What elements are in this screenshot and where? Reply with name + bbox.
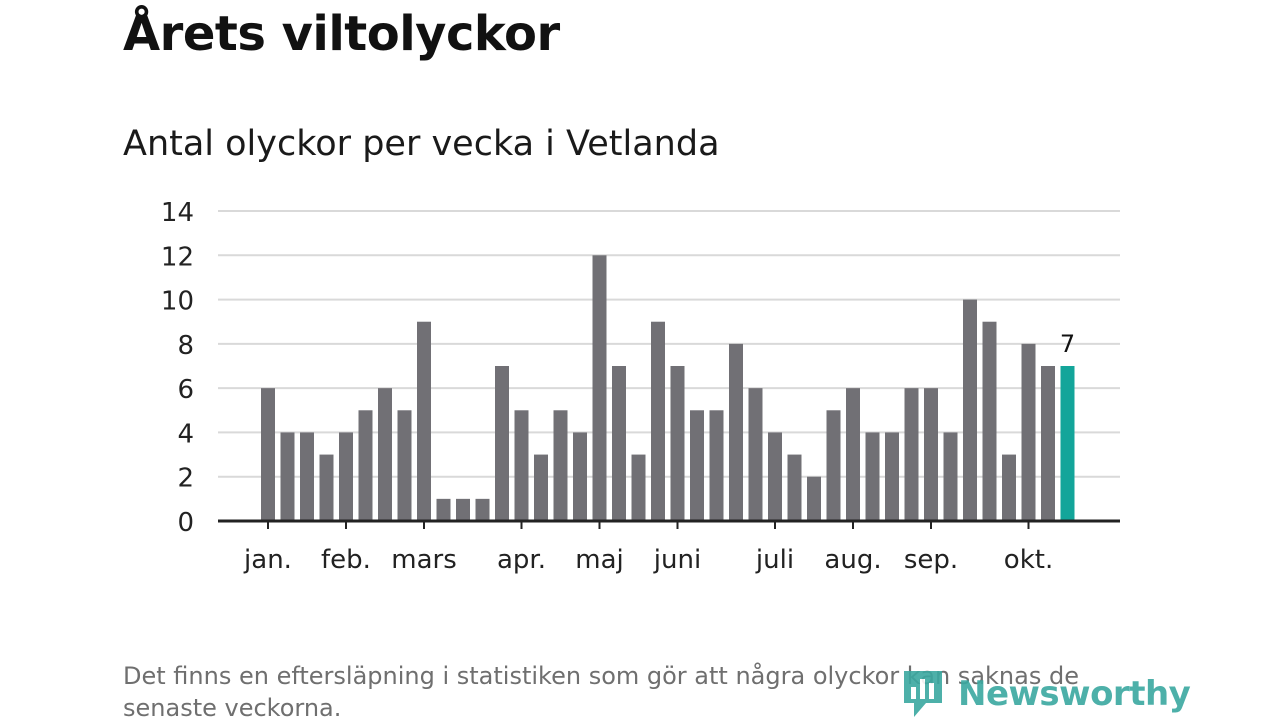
x-tick-label: feb. <box>321 545 371 575</box>
bar <box>943 432 958 521</box>
x-tick-label: juni <box>653 545 701 575</box>
x-tick-label: mars <box>391 545 457 575</box>
bar-chart: 0 2 4 6 8 10 12 14 jan. feb. mars apr. maj juni juli a… <box>161 198 1120 575</box>
bar <box>475 498 490 521</box>
data-labels: 7 <box>1060 330 1075 358</box>
bar <box>456 498 470 521</box>
newsworthy-logo: Newsworthy <box>902 668 1191 720</box>
x-tick-label: aug. <box>824 545 881 575</box>
bar <box>319 454 334 521</box>
bar <box>358 410 373 521</box>
y-tick-label: 4 <box>177 419 194 449</box>
y-axis-ticks: 0 2 4 6 8 10 12 14 <box>161 198 194 538</box>
bar <box>417 321 431 521</box>
bar <box>826 410 841 521</box>
bar <box>495 366 509 521</box>
bar <box>261 388 275 521</box>
bar <box>768 432 782 521</box>
chart-subtitle: Antal olyckor per vecka i Vetlanda <box>123 124 720 164</box>
bar <box>865 432 880 521</box>
bar <box>534 454 548 521</box>
y-tick-label: 6 <box>177 375 194 405</box>
bar <box>592 255 607 522</box>
bar <box>787 454 802 521</box>
x-tick-label: maj <box>575 545 623 575</box>
bar <box>690 410 704 521</box>
bar <box>1002 454 1016 521</box>
y-tick-label: 8 <box>177 331 194 361</box>
bar <box>885 432 899 521</box>
bar <box>631 454 646 521</box>
bar <box>612 366 626 521</box>
newsworthy-logo-text: Newsworthy <box>958 674 1191 714</box>
bar <box>670 366 685 521</box>
bar <box>1021 343 1036 521</box>
bar <box>963 299 977 521</box>
y-tick-label: 12 <box>161 242 194 272</box>
x-tick-label: okt. <box>1004 545 1053 575</box>
bar <box>397 410 412 521</box>
chart-title: Årets viltolyckor <box>123 6 560 62</box>
bar <box>339 432 353 521</box>
bar <box>846 388 860 521</box>
x-tick-label: juli <box>755 545 794 575</box>
bar <box>553 410 568 521</box>
bar <box>807 476 821 521</box>
bar-data-label: 7 <box>1060 330 1075 358</box>
x-tick-label: sep. <box>904 545 958 575</box>
bar <box>1041 366 1055 521</box>
bar <box>378 388 392 521</box>
bar <box>280 432 295 521</box>
x-tick-label: apr. <box>497 545 546 575</box>
newsworthy-logo-icon <box>904 671 942 717</box>
y-tick-label: 0 <box>177 508 194 538</box>
bar <box>436 498 451 521</box>
y-tick-label: 10 <box>161 287 194 317</box>
bar <box>729 343 743 521</box>
bar <box>573 432 587 521</box>
x-tick-label: jan. <box>243 545 292 575</box>
bar <box>982 321 997 521</box>
bar <box>904 388 919 521</box>
bar <box>709 410 724 521</box>
bars <box>261 255 1075 522</box>
bar <box>748 388 763 521</box>
bar <box>514 410 529 521</box>
bar <box>300 432 314 521</box>
y-tick-label: 14 <box>161 198 194 228</box>
bar <box>924 388 938 521</box>
x-axis-ticks: jan. feb. mars apr. maj juni juli aug. sep. okt. <box>243 521 1053 575</box>
y-tick-label: 2 <box>177 464 194 494</box>
bar-highlight <box>1060 366 1075 521</box>
bar <box>651 321 665 521</box>
